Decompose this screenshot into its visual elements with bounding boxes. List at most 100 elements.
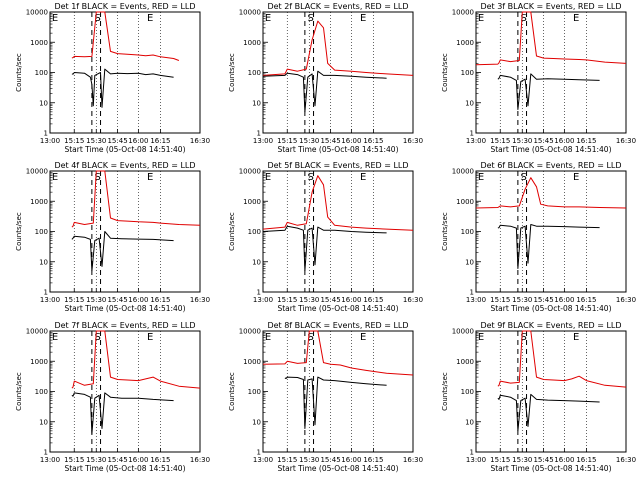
series-events-line xyxy=(497,393,600,432)
x-tick-label: 16:30 xyxy=(616,137,636,145)
event-marker-s: S xyxy=(521,13,527,24)
chart-panel-1: Det 1f BLACK = Events, RED = LLD 13:00 15:… xyxy=(15,2,210,154)
chart-title: Det 1f BLACK = Events, RED = LLD xyxy=(54,2,195,11)
y-axis-label: Counts/sec xyxy=(15,372,23,411)
event-marker-e: E xyxy=(573,332,579,343)
series-lld-line xyxy=(71,170,201,228)
y-tick-label: 1 xyxy=(470,449,474,457)
y-tick-label: 100 xyxy=(35,69,48,77)
y-tick-label: 100 xyxy=(461,228,474,236)
x-tick-label: 16:30 xyxy=(190,456,210,464)
y-tick-label: 10 xyxy=(252,418,261,426)
y-tick-label: 10000 xyxy=(452,168,474,176)
x-tick-label: 16:00 xyxy=(554,456,574,464)
series-lld-line xyxy=(475,11,627,66)
x-tick-label: 15:15 xyxy=(490,296,510,304)
x-tick-label: 16:15 xyxy=(150,456,170,464)
event-marker-s: S xyxy=(521,172,527,183)
x-tick-label: 16:30 xyxy=(616,456,636,464)
series-lld-line xyxy=(497,330,627,388)
x-tick-label: 16:30 xyxy=(403,137,423,145)
y-tick-label: 10 xyxy=(252,99,261,107)
x-tick-label: 15:45 xyxy=(107,456,127,464)
x-tick-label: 15:45 xyxy=(533,137,553,145)
event-marker-s: S xyxy=(521,332,527,343)
y-axis-label: Counts/sec xyxy=(15,53,23,92)
x-tick-label: 15:30 xyxy=(512,456,532,464)
x-axis-label: Start Time (05-Oct-08 14:51:40) xyxy=(64,145,185,154)
y-tick-label: 10 xyxy=(39,99,48,107)
y-tick-label: 1 xyxy=(44,289,48,297)
x-tick-label: 13:00 xyxy=(40,456,60,464)
chart-title: Det 4f BLACK = Events, RED = LLD xyxy=(54,161,195,170)
series-events-line xyxy=(497,73,600,110)
series-events-line xyxy=(71,231,174,272)
x-tick-label: 16:30 xyxy=(190,137,210,145)
x-tick-label: 16:00 xyxy=(341,137,361,145)
x-tick-label: 16:15 xyxy=(363,137,383,145)
y-tick-label: 10 xyxy=(252,258,261,266)
x-tick-label: 16:00 xyxy=(128,296,148,304)
series-lld-line xyxy=(71,11,180,61)
y-tick-label: 10 xyxy=(465,258,474,266)
event-marker-s: S xyxy=(95,13,101,24)
y-tick-label: 10000 xyxy=(452,9,474,17)
chart-panel-6: Det 6f BLACK = Events, RED = LLD 13:00 15:… xyxy=(441,161,636,313)
x-axis-label: Start Time (05-Oct-08 14:51:40) xyxy=(277,145,398,154)
y-tick-label: 1 xyxy=(44,130,48,138)
event-marker-e: E xyxy=(265,172,271,183)
x-tick-label: 16:30 xyxy=(616,296,636,304)
x-tick-label: 16:00 xyxy=(341,456,361,464)
x-tick-label: 15:30 xyxy=(512,137,532,145)
x-tick-label: 15:15 xyxy=(64,456,84,464)
y-tick-label: 1 xyxy=(44,449,48,457)
x-axis-label: Start Time (05-Oct-08 14:51:40) xyxy=(64,304,185,313)
chart-title: Det 3f BLACK = Events, RED = LLD xyxy=(480,2,621,11)
x-tick-label: 15:45 xyxy=(533,456,553,464)
x-tick-label: 15:45 xyxy=(107,137,127,145)
y-axis-label: Counts/sec xyxy=(228,53,236,92)
chart-panel-3: Det 3f BLACK = Events, RED = LLD 13:00 15:… xyxy=(441,2,636,154)
y-tick-label: 10000 xyxy=(26,9,48,17)
y-axis-label: Counts/sec xyxy=(441,372,449,411)
x-tick-label: 16:00 xyxy=(128,456,148,464)
y-tick-label: 100 xyxy=(248,388,261,396)
y-axis-label: Counts/sec xyxy=(228,372,236,411)
y-tick-label: 1000 xyxy=(456,198,474,206)
y-tick-label: 100 xyxy=(248,228,261,236)
chart-title: Det 7f BLACK = Events, RED = LLD xyxy=(54,321,195,330)
x-tick-label: 16:15 xyxy=(576,137,596,145)
chart-title: Det 2f BLACK = Events, RED = LLD xyxy=(267,2,408,11)
x-tick-label: 13:00 xyxy=(253,456,273,464)
y-tick-label: 10000 xyxy=(239,168,261,176)
x-tick-label: 15:30 xyxy=(299,137,319,145)
y-tick-label: 1 xyxy=(470,130,474,138)
plot-frame xyxy=(49,11,201,134)
plot-frame xyxy=(475,11,627,134)
y-tick-label: 1 xyxy=(257,130,261,138)
x-tick-label: 16:30 xyxy=(403,456,423,464)
x-tick-label: 15:15 xyxy=(277,296,297,304)
event-marker-e: E xyxy=(265,332,271,343)
x-axis-label: Start Time (05-Oct-08 14:51:40) xyxy=(490,304,611,313)
x-tick-label: 16:00 xyxy=(128,137,148,145)
series-events-line xyxy=(497,224,600,269)
y-tick-label: 1 xyxy=(257,449,261,457)
chart-panel-4: Det 4f BLACK = Events, RED = LLD 13:00 15:… xyxy=(15,161,210,313)
y-tick-label: 100 xyxy=(461,69,474,77)
x-tick-label: 13:00 xyxy=(40,137,60,145)
chart-panel-7: Det 7f BLACK = Events, RED = LLD 13:00 15:… xyxy=(15,321,210,473)
event-marker-s: S xyxy=(308,13,314,24)
x-axis-label: Start Time (05-Oct-08 14:51:40) xyxy=(277,464,398,473)
plot-frame xyxy=(475,330,627,453)
x-tick-label: 15:30 xyxy=(86,137,106,145)
y-tick-label: 1000 xyxy=(243,39,261,47)
x-tick-label: 15:45 xyxy=(533,296,553,304)
x-tick-label: 15:15 xyxy=(277,137,297,145)
x-tick-label: 15:15 xyxy=(64,137,84,145)
event-marker-s: S xyxy=(95,172,101,183)
chart-panel-8: Det 8f BLACK = Events, RED = LLD 13:00 15:… xyxy=(228,321,423,473)
y-tick-label: 10 xyxy=(465,418,474,426)
x-tick-label: 15:45 xyxy=(320,296,340,304)
